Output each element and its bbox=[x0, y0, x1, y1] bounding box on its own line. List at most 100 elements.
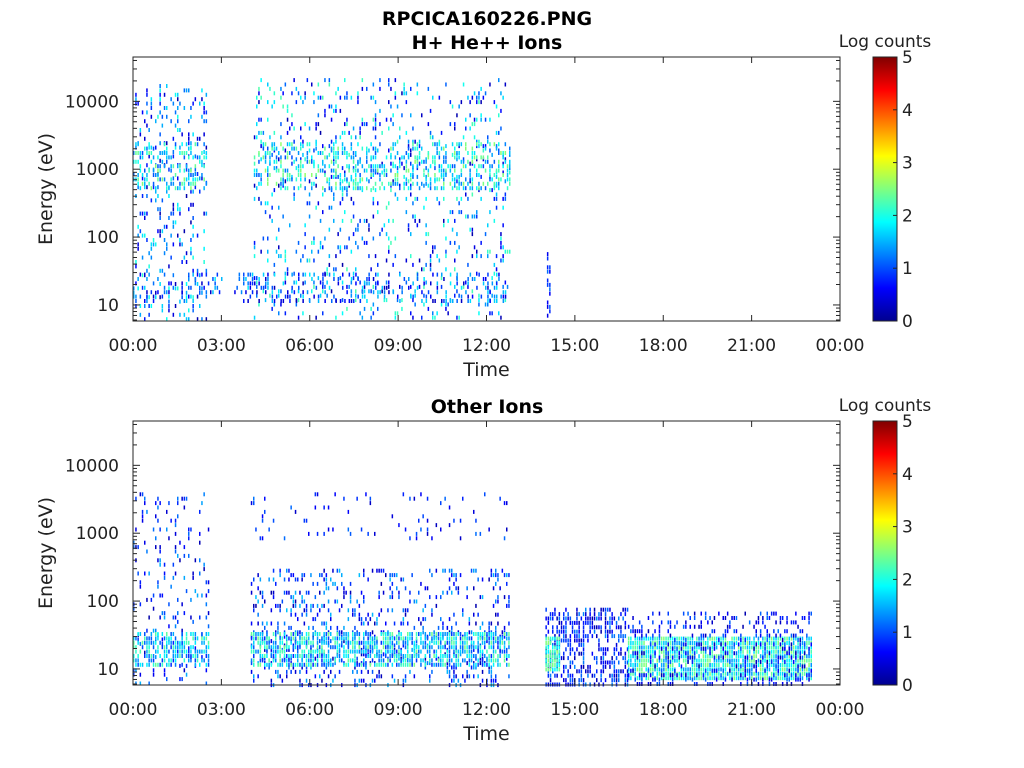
spectrogram-cell bbox=[764, 676, 766, 681]
spectrogram-cell bbox=[155, 145, 157, 150]
spectrogram-cell bbox=[396, 658, 398, 663]
spectrogram-cell bbox=[377, 201, 379, 206]
spectrogram-cell bbox=[488, 632, 490, 636]
spectrogram-cell bbox=[720, 676, 722, 681]
spectrogram-cell bbox=[139, 151, 142, 155]
spectrogram-cell bbox=[190, 141, 192, 146]
spectrogram-cell bbox=[495, 196, 498, 201]
spectrogram-cell bbox=[385, 621, 387, 626]
spectrogram-cell bbox=[341, 262, 344, 267]
spectrogram-cell bbox=[473, 117, 476, 122]
spectrogram-cell bbox=[374, 113, 377, 118]
spectrogram-cell bbox=[324, 173, 326, 177]
spectrogram-cell bbox=[545, 658, 547, 663]
spectrogram-cell bbox=[689, 645, 691, 650]
spectrogram-cell bbox=[423, 277, 425, 281]
spectrogram-cell bbox=[350, 155, 353, 160]
spectrogram-cell bbox=[480, 117, 482, 122]
spectrogram-cell bbox=[330, 174, 333, 179]
spectrogram-cell bbox=[148, 128, 150, 132]
spectrogram-cell bbox=[179, 145, 181, 150]
spectrogram-cell bbox=[304, 91, 306, 96]
spectrogram-cell bbox=[174, 92, 177, 97]
spectrogram-cell bbox=[478, 100, 480, 105]
spectrogram-cell bbox=[290, 656, 292, 661]
spectrogram-cell bbox=[335, 108, 337, 113]
spectrogram-cell bbox=[487, 281, 489, 286]
spectrogram-cell bbox=[500, 151, 502, 155]
spectrogram-cell bbox=[135, 681, 137, 686]
spectrogram-cell bbox=[437, 640, 440, 645]
colorbar-tick-label: 1 bbox=[902, 259, 913, 279]
spectrogram-cell bbox=[465, 186, 467, 191]
spectrogram-cell bbox=[396, 173, 399, 177]
spectrogram-cell bbox=[141, 273, 144, 278]
spectrogram-cell bbox=[470, 665, 473, 670]
spectrogram-cell bbox=[301, 662, 303, 667]
spectrogram-cell bbox=[323, 505, 325, 510]
spectrogram-cell bbox=[506, 164, 509, 169]
spectrogram-cell bbox=[413, 496, 416, 501]
spectrogram-cell bbox=[416, 196, 419, 201]
spectrogram-cell bbox=[326, 280, 328, 285]
spectrogram-cell bbox=[303, 518, 306, 523]
spectrogram-cell bbox=[377, 290, 379, 295]
spectrogram-cell bbox=[308, 636, 310, 641]
spectrogram-cell bbox=[305, 632, 308, 636]
spectrogram-cell bbox=[385, 232, 388, 237]
spectrogram-cell bbox=[316, 531, 319, 536]
spectrogram-cell bbox=[632, 641, 634, 645]
spectrogram-cell bbox=[341, 573, 343, 578]
spectrogram-cell bbox=[602, 607, 605, 612]
spectrogram-cell bbox=[476, 142, 478, 147]
spectrogram-cell bbox=[328, 272, 331, 277]
spectrogram-cell bbox=[449, 100, 452, 105]
spectrogram-cell bbox=[473, 632, 475, 636]
spectrogram-cell bbox=[341, 643, 343, 648]
spectrogram-cell bbox=[656, 641, 658, 645]
spectrogram-cell bbox=[711, 636, 713, 641]
spectrogram-cell bbox=[792, 636, 795, 641]
spectrogram-cell bbox=[797, 645, 799, 650]
spectrogram-cell bbox=[356, 496, 358, 501]
spectrogram-cell bbox=[281, 678, 284, 683]
spectrogram-cell bbox=[361, 290, 364, 295]
spectrogram-cell bbox=[448, 649, 451, 654]
spectrogram-cell bbox=[360, 527, 363, 532]
spectrogram-cell bbox=[503, 654, 506, 658]
spectrogram-cell bbox=[390, 168, 392, 173]
spectrogram-cell bbox=[293, 280, 295, 285]
spectrogram-cell bbox=[388, 236, 390, 241]
spectrogram-cell bbox=[327, 636, 330, 641]
spectrogram-cell bbox=[275, 166, 278, 171]
spectrogram-cell bbox=[558, 636, 561, 641]
spectrogram-cell bbox=[392, 142, 394, 147]
spectrogram-cell bbox=[495, 581, 497, 586]
spectrogram-cell bbox=[454, 267, 456, 272]
spectrogram-cell bbox=[484, 632, 486, 636]
spectrogram-cell bbox=[435, 656, 438, 661]
spectrogram-cell bbox=[437, 662, 440, 667]
spectrogram-cell bbox=[273, 142, 276, 147]
spectrogram-cell bbox=[257, 632, 259, 636]
spectrogram-cell bbox=[751, 676, 753, 681]
spectrogram-cell bbox=[467, 294, 469, 299]
spectrogram-cell bbox=[663, 645, 665, 650]
spectrogram-cell bbox=[654, 645, 656, 650]
spectrogram-cell bbox=[578, 612, 580, 617]
spectrogram-cell bbox=[150, 255, 153, 260]
spectrogram-cell bbox=[434, 177, 436, 182]
spectrogram-cell bbox=[355, 281, 357, 286]
spectrogram-cell bbox=[275, 632, 277, 636]
spectrogram-cell bbox=[700, 667, 702, 672]
spectrogram-cell bbox=[618, 678, 620, 683]
spectrogram-cell bbox=[181, 285, 183, 290]
spectrogram-cell bbox=[372, 117, 375, 122]
spectrogram-cell bbox=[159, 101, 161, 106]
spectrogram-cell bbox=[394, 142, 397, 147]
spectrogram-cell bbox=[302, 139, 304, 144]
spectrogram-cell bbox=[357, 277, 359, 281]
spectrogram-cell bbox=[368, 164, 370, 169]
spectrogram-cell bbox=[773, 663, 775, 667]
spectrogram-cell bbox=[471, 227, 474, 232]
